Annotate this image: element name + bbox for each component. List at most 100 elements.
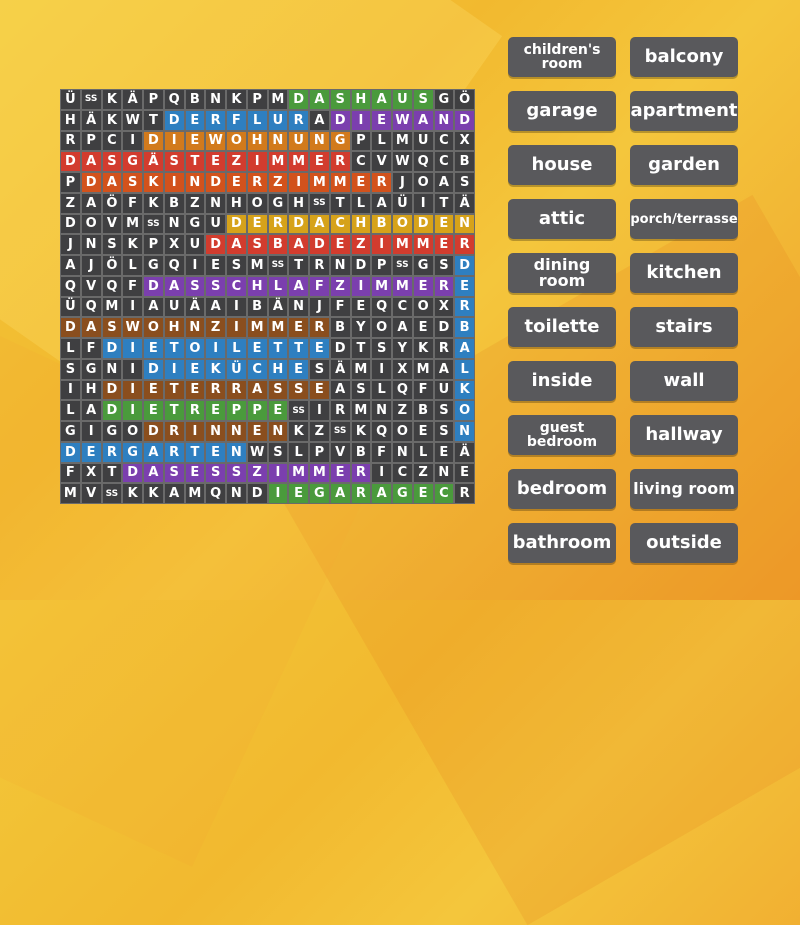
grid-cell[interactable]: A	[454, 338, 475, 359]
grid-cell[interactable]: L	[412, 441, 434, 463]
grid-cell[interactable]: Ö	[101, 255, 123, 276]
grid-cell[interactable]: I	[122, 358, 143, 380]
grid-cell[interactable]: K	[143, 483, 164, 504]
grid-cell[interactable]: V	[80, 275, 102, 297]
grid-cell[interactable]: P	[309, 441, 330, 463]
grid-cell[interactable]: D	[60, 213, 81, 235]
grid-cell[interactable]: M	[392, 275, 413, 297]
grid-cell[interactable]: A	[392, 317, 413, 338]
grid-cell[interactable]: E	[184, 130, 206, 152]
grid-cell[interactable]: C	[433, 483, 455, 504]
grid-cell[interactable]: K	[143, 172, 164, 193]
grid-cell[interactable]: R	[267, 213, 289, 235]
grid-cell[interactable]: M	[122, 213, 143, 235]
grid-cell[interactable]: E	[350, 172, 372, 193]
grid-cell[interactable]: D	[122, 462, 143, 484]
grid-cell[interactable]: SS	[101, 483, 123, 504]
grid-cell[interactable]: D	[205, 172, 226, 193]
grid-cell[interactable]: D	[309, 234, 330, 255]
word-button[interactable]: attic	[508, 199, 616, 239]
grid-cell[interactable]: E	[246, 421, 268, 442]
grid-cell[interactable]: F	[309, 275, 330, 297]
grid-cell[interactable]: I	[122, 400, 143, 421]
grid-cell[interactable]: L	[60, 338, 81, 359]
grid-cell[interactable]: I	[412, 192, 434, 214]
word-button[interactable]: wall	[630, 361, 738, 401]
grid-cell[interactable]: R	[309, 255, 330, 276]
word-button[interactable]: house	[508, 145, 616, 185]
grid-cell[interactable]: S	[122, 172, 143, 193]
grid-cell[interactable]: A	[143, 462, 164, 484]
grid-cell[interactable]: O	[371, 317, 392, 338]
grid-cell[interactable]: N	[205, 421, 226, 442]
grid-cell[interactable]: R	[246, 172, 268, 193]
grid-cell[interactable]: H	[163, 317, 185, 338]
grid-cell[interactable]: X	[163, 234, 185, 255]
grid-cell[interactable]: A	[246, 379, 268, 401]
grid-cell[interactable]: A	[101, 172, 123, 193]
grid-cell[interactable]: F	[329, 296, 351, 318]
grid-cell[interactable]: G	[433, 89, 455, 110]
grid-cell[interactable]: S	[163, 462, 185, 484]
grid-cell[interactable]: T	[350, 338, 372, 359]
grid-cell[interactable]: N	[205, 192, 226, 214]
grid-cell[interactable]: X	[392, 358, 413, 380]
grid-cell[interactable]: R	[60, 130, 81, 152]
grid-cell[interactable]: S	[288, 379, 309, 401]
grid-cell[interactable]: S	[226, 462, 247, 484]
word-button[interactable]: inside	[508, 361, 616, 401]
grid-cell[interactable]: N	[309, 130, 330, 152]
grid-cell[interactable]: W	[122, 317, 143, 338]
grid-cell[interactable]: S	[101, 317, 123, 338]
grid-cell[interactable]: D	[454, 255, 475, 276]
grid-cell[interactable]: D	[60, 317, 81, 338]
grid-cell[interactable]: E	[226, 172, 247, 193]
grid-cell[interactable]: K	[101, 109, 123, 131]
grid-cell[interactable]: R	[205, 379, 226, 401]
grid-cell[interactable]: N	[101, 358, 123, 380]
grid-cell[interactable]: N	[433, 109, 455, 131]
grid-cell[interactable]: G	[412, 255, 434, 276]
grid-cell[interactable]: H	[60, 109, 81, 131]
grid-cell[interactable]: J	[392, 172, 413, 193]
grid-cell[interactable]: E	[288, 358, 309, 380]
grid-cell[interactable]: K	[288, 421, 309, 442]
grid-cell[interactable]: I	[350, 275, 372, 297]
grid-cell[interactable]: B	[329, 317, 351, 338]
grid-cell[interactable]: H	[267, 358, 289, 380]
grid-cell[interactable]: I	[246, 151, 268, 172]
grid-cell[interactable]: N	[454, 421, 475, 442]
grid-cell[interactable]: S	[412, 89, 434, 110]
grid-cell[interactable]: M	[288, 462, 309, 484]
grid-cell[interactable]: M	[350, 400, 372, 421]
grid-cell[interactable]: I	[350, 109, 372, 131]
grid-cell[interactable]: K	[122, 483, 143, 504]
grid-cell[interactable]: A	[205, 296, 226, 318]
word-button[interactable]: living room	[630, 469, 738, 509]
grid-cell[interactable]: F	[60, 462, 81, 484]
grid-cell[interactable]: V	[80, 483, 102, 504]
grid-cell[interactable]: P	[60, 172, 81, 193]
grid-cell[interactable]: I	[226, 317, 247, 338]
grid-cell[interactable]: Q	[371, 421, 392, 442]
word-button[interactable]: outside	[630, 523, 738, 563]
grid-cell[interactable]: P	[246, 400, 268, 421]
grid-cell[interactable]: S	[454, 172, 475, 193]
grid-cell[interactable]: E	[205, 400, 226, 421]
grid-cell[interactable]: U	[412, 130, 434, 152]
grid-cell[interactable]: M	[412, 234, 434, 255]
grid-cell[interactable]: T	[184, 151, 206, 172]
grid-cell[interactable]: B	[267, 234, 289, 255]
grid-cell[interactable]: I	[184, 421, 206, 442]
grid-cell[interactable]: Ü	[392, 192, 413, 214]
grid-cell[interactable]: R	[163, 441, 185, 463]
grid-cell[interactable]: I	[122, 338, 143, 359]
grid-cell[interactable]: Z	[329, 275, 351, 297]
grid-cell[interactable]: A	[329, 379, 351, 401]
grid-cell[interactable]: E	[350, 296, 372, 318]
grid-cell[interactable]: P	[143, 234, 164, 255]
grid-cell[interactable]: V	[371, 151, 392, 172]
grid-cell[interactable]: E	[433, 441, 455, 463]
grid-cell[interactable]: B	[246, 296, 268, 318]
grid-cell[interactable]: T	[184, 441, 206, 463]
